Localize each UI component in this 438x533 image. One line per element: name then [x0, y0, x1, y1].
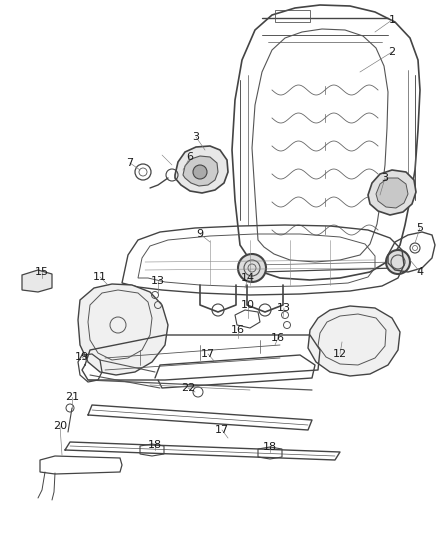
Text: 20: 20 — [53, 421, 67, 431]
Polygon shape — [376, 178, 408, 208]
Text: 18: 18 — [148, 440, 162, 450]
Text: 15: 15 — [35, 267, 49, 277]
Text: 3: 3 — [192, 132, 199, 142]
Text: 7: 7 — [127, 158, 134, 168]
Polygon shape — [308, 306, 400, 376]
Text: 10: 10 — [241, 300, 255, 310]
Polygon shape — [78, 284, 168, 375]
Text: 18: 18 — [263, 442, 277, 452]
Text: 12: 12 — [333, 349, 347, 359]
Text: 13: 13 — [277, 303, 291, 313]
Text: 9: 9 — [196, 229, 204, 239]
Polygon shape — [368, 170, 416, 215]
Text: 3: 3 — [381, 173, 389, 183]
Text: 17: 17 — [215, 425, 229, 435]
Text: 5: 5 — [417, 223, 424, 233]
Text: 14: 14 — [241, 273, 255, 283]
Text: 21: 21 — [65, 392, 79, 402]
Text: 19: 19 — [75, 352, 89, 362]
Circle shape — [238, 254, 266, 282]
Text: 13: 13 — [151, 276, 165, 286]
Text: 17: 17 — [201, 349, 215, 359]
Text: 6: 6 — [187, 152, 194, 162]
Polygon shape — [175, 146, 228, 193]
Text: 16: 16 — [271, 333, 285, 343]
Text: 11: 11 — [93, 272, 107, 282]
Text: 1: 1 — [389, 15, 396, 25]
Text: 4: 4 — [417, 267, 424, 277]
Text: 16: 16 — [231, 325, 245, 335]
Circle shape — [386, 250, 410, 274]
Text: 2: 2 — [389, 47, 396, 57]
Text: 22: 22 — [181, 383, 195, 393]
Polygon shape — [22, 270, 52, 292]
Polygon shape — [183, 156, 218, 186]
Circle shape — [193, 165, 207, 179]
